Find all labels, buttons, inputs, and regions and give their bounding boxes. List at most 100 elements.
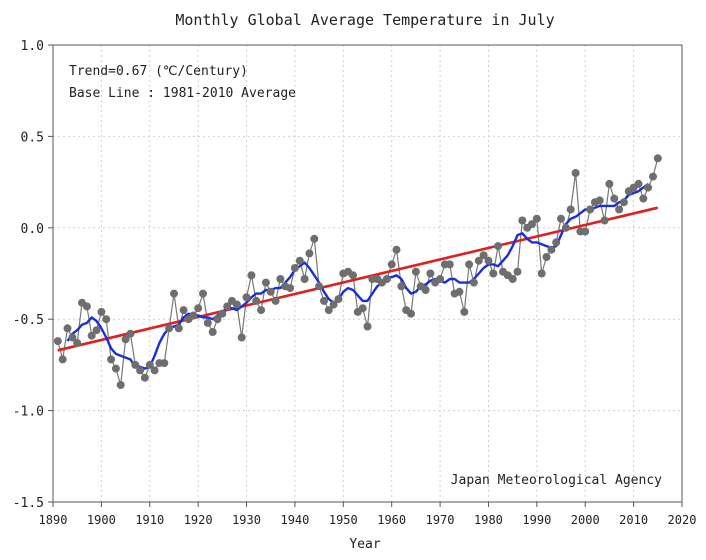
trend-line — [57, 206, 659, 352]
annual-data-point — [320, 296, 328, 305]
annual-anomaly-line — [57, 158, 659, 386]
y-tick-label: -0.5 — [13, 313, 44, 328]
annual-data-point — [165, 324, 174, 333]
annual-data-point — [126, 329, 135, 338]
annual-data-point — [300, 275, 309, 283]
annual-data-point — [334, 295, 343, 304]
annual-data-point — [426, 269, 435, 278]
annual-data-point — [474, 256, 483, 265]
annual-data-point — [242, 293, 251, 302]
annual-data-point — [199, 289, 207, 298]
annual-data-point — [407, 309, 415, 318]
annual-data-point — [310, 234, 319, 243]
x-tick-label: 1950 — [329, 513, 358, 527]
trend-annotation: Trend=0.67 (℃/Century) — [69, 64, 248, 79]
y-tick-label: 0.5 — [21, 130, 44, 145]
annual-data-point — [411, 267, 420, 276]
annual-data-point — [566, 205, 575, 214]
x-tick-label: 2020 — [668, 513, 697, 527]
annual-data-point — [552, 238, 561, 247]
annual-data-point — [436, 275, 445, 283]
annual-data-point — [63, 324, 72, 333]
grid-layer — [53, 45, 682, 502]
annual-data-point — [634, 179, 643, 188]
plot-frame — [52, 44, 683, 503]
annual-data-point — [363, 322, 372, 331]
annual-data-point — [649, 172, 657, 181]
annual-data-point — [639, 194, 648, 203]
x-tick-label: 2010 — [619, 513, 648, 527]
annual-data-point — [261, 278, 270, 287]
annual-data-point — [571, 169, 580, 177]
annual-data-point — [460, 307, 469, 316]
x-tick-label: 1920 — [184, 513, 213, 527]
annual-data-point — [605, 179, 614, 188]
y-tick-label: 1.0 — [21, 39, 44, 54]
annual-data-point — [87, 331, 96, 340]
annual-data-point — [595, 196, 604, 205]
annual-data-point — [586, 205, 595, 214]
annual-data-point — [111, 364, 120, 373]
annual-data-point — [484, 256, 493, 265]
x-tick-label: 1970 — [426, 513, 455, 527]
annual-data-point — [271, 296, 280, 305]
annual-data-point — [387, 260, 396, 269]
annual-data-point — [92, 326, 101, 335]
annual-data-point — [528, 220, 536, 229]
running-mean-line — [66, 182, 649, 370]
series-layer — [53, 154, 662, 389]
annual-data-point — [266, 287, 275, 296]
annual-data-point — [136, 366, 145, 375]
x-tick-label: 1940 — [280, 513, 309, 527]
annual-data-point — [247, 271, 256, 280]
annual-data-point — [237, 333, 246, 342]
annual-data-point — [537, 269, 546, 278]
annual-data-point — [392, 245, 401, 254]
annual-data-point — [615, 205, 624, 214]
annual-data-point — [116, 381, 125, 389]
x-tick-label: 1890 — [39, 513, 68, 527]
x-tick-label: 1910 — [135, 513, 164, 527]
annual-data-point — [397, 282, 406, 291]
annual-data-point — [203, 318, 212, 327]
annual-data-point — [58, 355, 67, 364]
annual-data-point — [619, 198, 628, 207]
annual-data-point — [349, 271, 357, 280]
annual-data-point — [68, 333, 77, 342]
annual-data-point — [469, 278, 478, 287]
annual-data-point — [121, 335, 130, 344]
x-tick-label: 1990 — [522, 513, 551, 527]
annual-data-point — [150, 366, 159, 375]
annual-data-point — [557, 214, 565, 223]
annual-data-point — [286, 284, 295, 293]
annual-data-point — [610, 194, 619, 203]
annual-data-point — [508, 275, 517, 283]
annual-data-point — [513, 267, 522, 276]
annual-data-point — [445, 260, 454, 269]
tick-layer: 1890 1900 1910 1920 1930 1940 1950 1960 1970 1980… — [13, 39, 697, 527]
annual-data-point — [140, 373, 149, 382]
annual-data-point — [252, 296, 261, 305]
annual-data-point — [644, 183, 653, 192]
y-tick-label: -1.0 — [13, 405, 44, 420]
annual-data-point — [455, 287, 464, 296]
annual-data-point — [223, 302, 232, 311]
annual-data-point — [276, 275, 285, 283]
annual-data-point — [305, 249, 314, 258]
annual-data-point — [170, 289, 178, 298]
annual-data-point — [97, 307, 106, 316]
annual-data-point — [160, 359, 169, 368]
annual-data-point — [532, 214, 541, 223]
annual-data-point — [494, 242, 503, 251]
annual-data-point — [479, 251, 488, 260]
annual-data-point — [382, 275, 391, 283]
annual-data-point — [131, 360, 140, 369]
annual-data-point — [107, 355, 116, 364]
x-tick-label: 1980 — [474, 513, 503, 527]
annual-data-point — [208, 328, 217, 336]
chart-title: Monthly Global Average Temperature in Ju… — [175, 11, 554, 29]
annual-data-point — [358, 304, 367, 313]
annual-data-point — [290, 264, 299, 272]
annual-data-point — [518, 216, 527, 225]
annual-data-point — [189, 311, 198, 320]
